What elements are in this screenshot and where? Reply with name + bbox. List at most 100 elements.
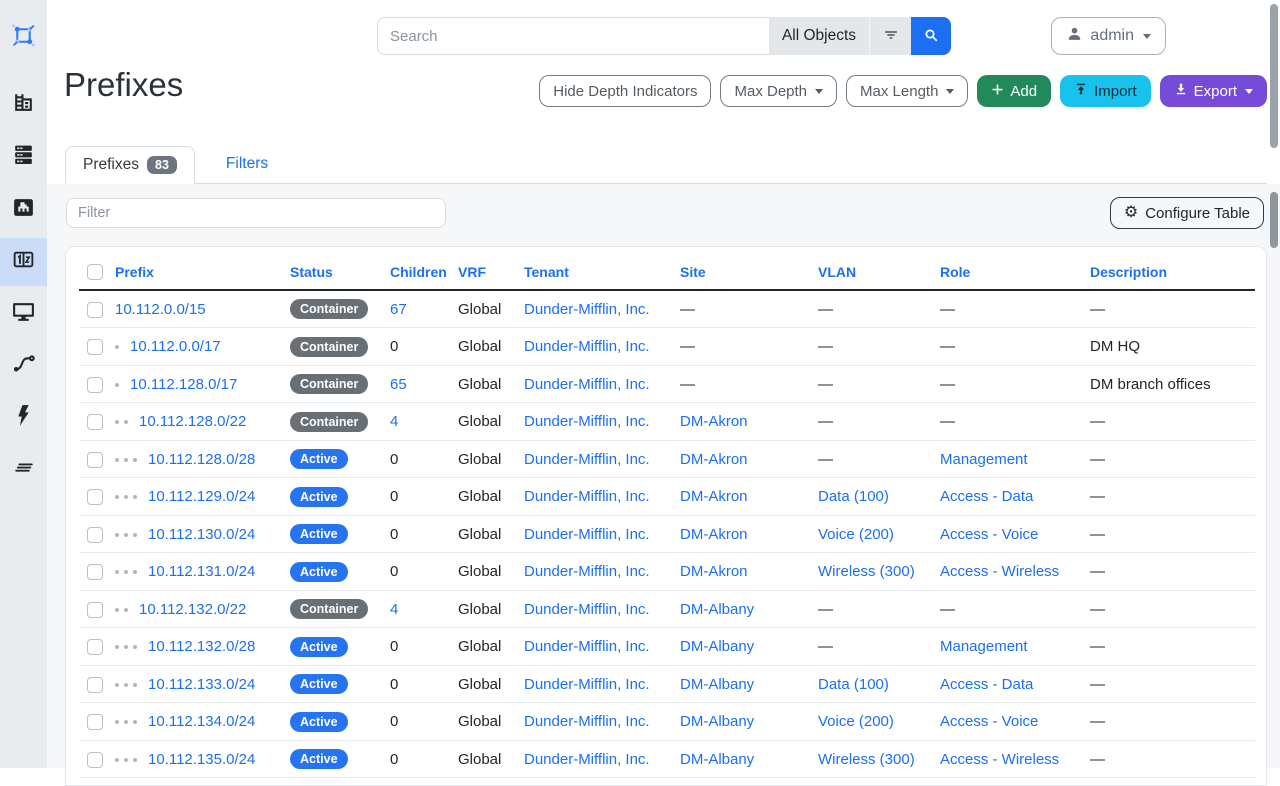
sidebar-item-power[interactable]: [0, 394, 47, 442]
vlan-link[interactable]: Voice (200): [818, 526, 894, 543]
role-link[interactable]: Access - Data: [940, 488, 1033, 505]
configure-table-button[interactable]: ⚙ Configure Table: [1110, 197, 1264, 229]
search-submit-button[interactable]: [911, 17, 951, 55]
max-depth-dropdown[interactable]: Max Depth: [720, 75, 837, 107]
tenant-link[interactable]: Dunder-Mifflin, Inc.: [524, 488, 650, 505]
column-header-vlan[interactable]: VLAN: [810, 257, 932, 290]
sidebar-item-customization[interactable]: [0, 446, 47, 494]
role-link[interactable]: Access - Wireless: [940, 751, 1059, 768]
row-checkbox[interactable]: [87, 602, 103, 618]
tenant-link[interactable]: Dunder-Mifflin, Inc.: [524, 376, 650, 393]
site-link[interactable]: DM-Akron: [680, 526, 748, 543]
row-checkbox[interactable]: [87, 564, 103, 580]
vlan-link[interactable]: Data (100): [818, 488, 889, 505]
role-link[interactable]: Management: [940, 451, 1028, 468]
site-link[interactable]: DM-Albany: [680, 638, 754, 655]
tenant-link[interactable]: Dunder-Mifflin, Inc.: [524, 451, 650, 468]
role-link[interactable]: Management: [940, 638, 1028, 655]
tab-filters[interactable]: Filters: [209, 145, 285, 183]
tenant-link[interactable]: Dunder-Mifflin, Inc.: [524, 301, 650, 318]
sidebar-item-ipam[interactable]: [0, 238, 47, 286]
prefix-link[interactable]: 10.112.128.0/17: [130, 376, 237, 393]
prefix-link[interactable]: 10.112.129.0/24: [148, 488, 255, 505]
sidebar-item-organization[interactable]: [0, 80, 47, 128]
column-header-children[interactable]: Children: [382, 257, 450, 290]
tenant-link[interactable]: Dunder-Mifflin, Inc.: [524, 338, 650, 355]
account-menu-button[interactable]: admin: [1051, 17, 1166, 55]
prefix-link[interactable]: 10.112.132.0/22: [139, 601, 246, 618]
prefix-link[interactable]: 10.112.0.0/15: [115, 301, 206, 318]
row-checkbox[interactable]: [87, 752, 103, 768]
tenant-link[interactable]: Dunder-Mifflin, Inc.: [524, 713, 650, 730]
row-checkbox[interactable]: [87, 452, 103, 468]
content-scrollbar-thumb[interactable]: [1270, 192, 1278, 248]
row-checkbox[interactable]: [87, 639, 103, 655]
max-length-dropdown[interactable]: Max Length: [846, 75, 968, 107]
row-checkbox[interactable]: [87, 489, 103, 505]
import-button[interactable]: Import: [1060, 75, 1151, 107]
add-button[interactable]: Add: [977, 75, 1051, 107]
site-link[interactable]: DM-Akron: [680, 413, 748, 430]
vlan-link[interactable]: Wireless (300): [818, 563, 915, 580]
prefix-link[interactable]: 10.112.0.0/17: [130, 338, 221, 355]
row-checkbox[interactable]: [87, 677, 103, 693]
site-link[interactable]: DM-Albany: [680, 751, 754, 768]
site-link[interactable]: DM-Akron: [680, 488, 748, 505]
vlan-link[interactable]: Wireless (300): [818, 751, 915, 768]
row-checkbox[interactable]: [87, 527, 103, 543]
table-filter-input[interactable]: [66, 198, 446, 228]
tenant-link[interactable]: Dunder-Mifflin, Inc.: [524, 526, 650, 543]
column-header-vrf[interactable]: VRF: [450, 257, 516, 290]
column-header-prefix[interactable]: Prefix: [107, 257, 282, 290]
site-link[interactable]: DM-Albany: [680, 601, 754, 618]
children-link[interactable]: 4: [390, 601, 398, 618]
prefix-link[interactable]: 10.112.128.0/28: [148, 451, 255, 468]
row-checkbox[interactable]: [87, 377, 103, 393]
role-link[interactable]: Access - Data: [940, 676, 1033, 693]
site-link[interactable]: DM-Albany: [680, 713, 754, 730]
tenant-link[interactable]: Dunder-Mifflin, Inc.: [524, 676, 650, 693]
search-scope-button[interactable]: All Objects: [769, 17, 869, 55]
vlan-link[interactable]: Data (100): [818, 676, 889, 693]
column-header-status[interactable]: Status: [282, 257, 382, 290]
tenant-link[interactable]: Dunder-Mifflin, Inc.: [524, 751, 650, 768]
role-link[interactable]: Access - Voice: [940, 526, 1038, 543]
children-link[interactable]: 67: [390, 301, 407, 318]
children-link[interactable]: 4: [390, 413, 398, 430]
sidebar-item-virtualization[interactable]: [0, 290, 47, 338]
site-link[interactable]: DM-Akron: [680, 451, 748, 468]
tenant-link[interactable]: Dunder-Mifflin, Inc.: [524, 638, 650, 655]
prefix-link[interactable]: 10.112.128.0/22: [139, 413, 246, 430]
tenant-link[interactable]: Dunder-Mifflin, Inc.: [524, 413, 650, 430]
vlan-link[interactable]: Voice (200): [818, 713, 894, 730]
prefix-link[interactable]: 10.112.134.0/24: [148, 713, 255, 730]
column-header-tenant[interactable]: Tenant: [516, 257, 672, 290]
row-checkbox[interactable]: [87, 302, 103, 318]
row-checkbox[interactable]: [87, 714, 103, 730]
hide-depth-indicators-button[interactable]: Hide Depth Indicators: [539, 75, 711, 107]
page-scrollbar-thumb[interactable]: [1270, 4, 1278, 148]
tenant-link[interactable]: Dunder-Mifflin, Inc.: [524, 563, 650, 580]
tab-prefixes[interactable]: Prefixes 83: [65, 146, 195, 184]
sidebar-item-home[interactable]: [0, 14, 47, 62]
role-link[interactable]: Access - Wireless: [940, 563, 1059, 580]
site-link[interactable]: DM-Albany: [680, 676, 754, 693]
prefix-link[interactable]: 10.112.131.0/24: [148, 563, 255, 580]
export-dropdown[interactable]: Export: [1160, 75, 1267, 107]
sidebar-item-connections[interactable]: [0, 186, 47, 234]
column-header-role[interactable]: Role: [932, 257, 1082, 290]
select-all-checkbox[interactable]: [87, 264, 103, 280]
prefix-link[interactable]: 10.112.135.0/24: [148, 751, 255, 768]
prefix-link[interactable]: 10.112.130.0/24: [148, 526, 255, 543]
prefix-link[interactable]: 10.112.132.0/28: [148, 638, 255, 655]
search-input[interactable]: [377, 17, 769, 55]
role-link[interactable]: Access - Voice: [940, 713, 1038, 730]
children-link[interactable]: 65: [390, 376, 407, 393]
search-filter-button[interactable]: [869, 17, 911, 55]
column-header-site[interactable]: Site: [672, 257, 810, 290]
prefix-link[interactable]: 10.112.133.0/24: [148, 676, 255, 693]
row-checkbox[interactable]: [87, 339, 103, 355]
tenant-link[interactable]: Dunder-Mifflin, Inc.: [524, 601, 650, 618]
row-checkbox[interactable]: [87, 414, 103, 430]
sidebar-item-circuits[interactable]: [0, 342, 47, 390]
